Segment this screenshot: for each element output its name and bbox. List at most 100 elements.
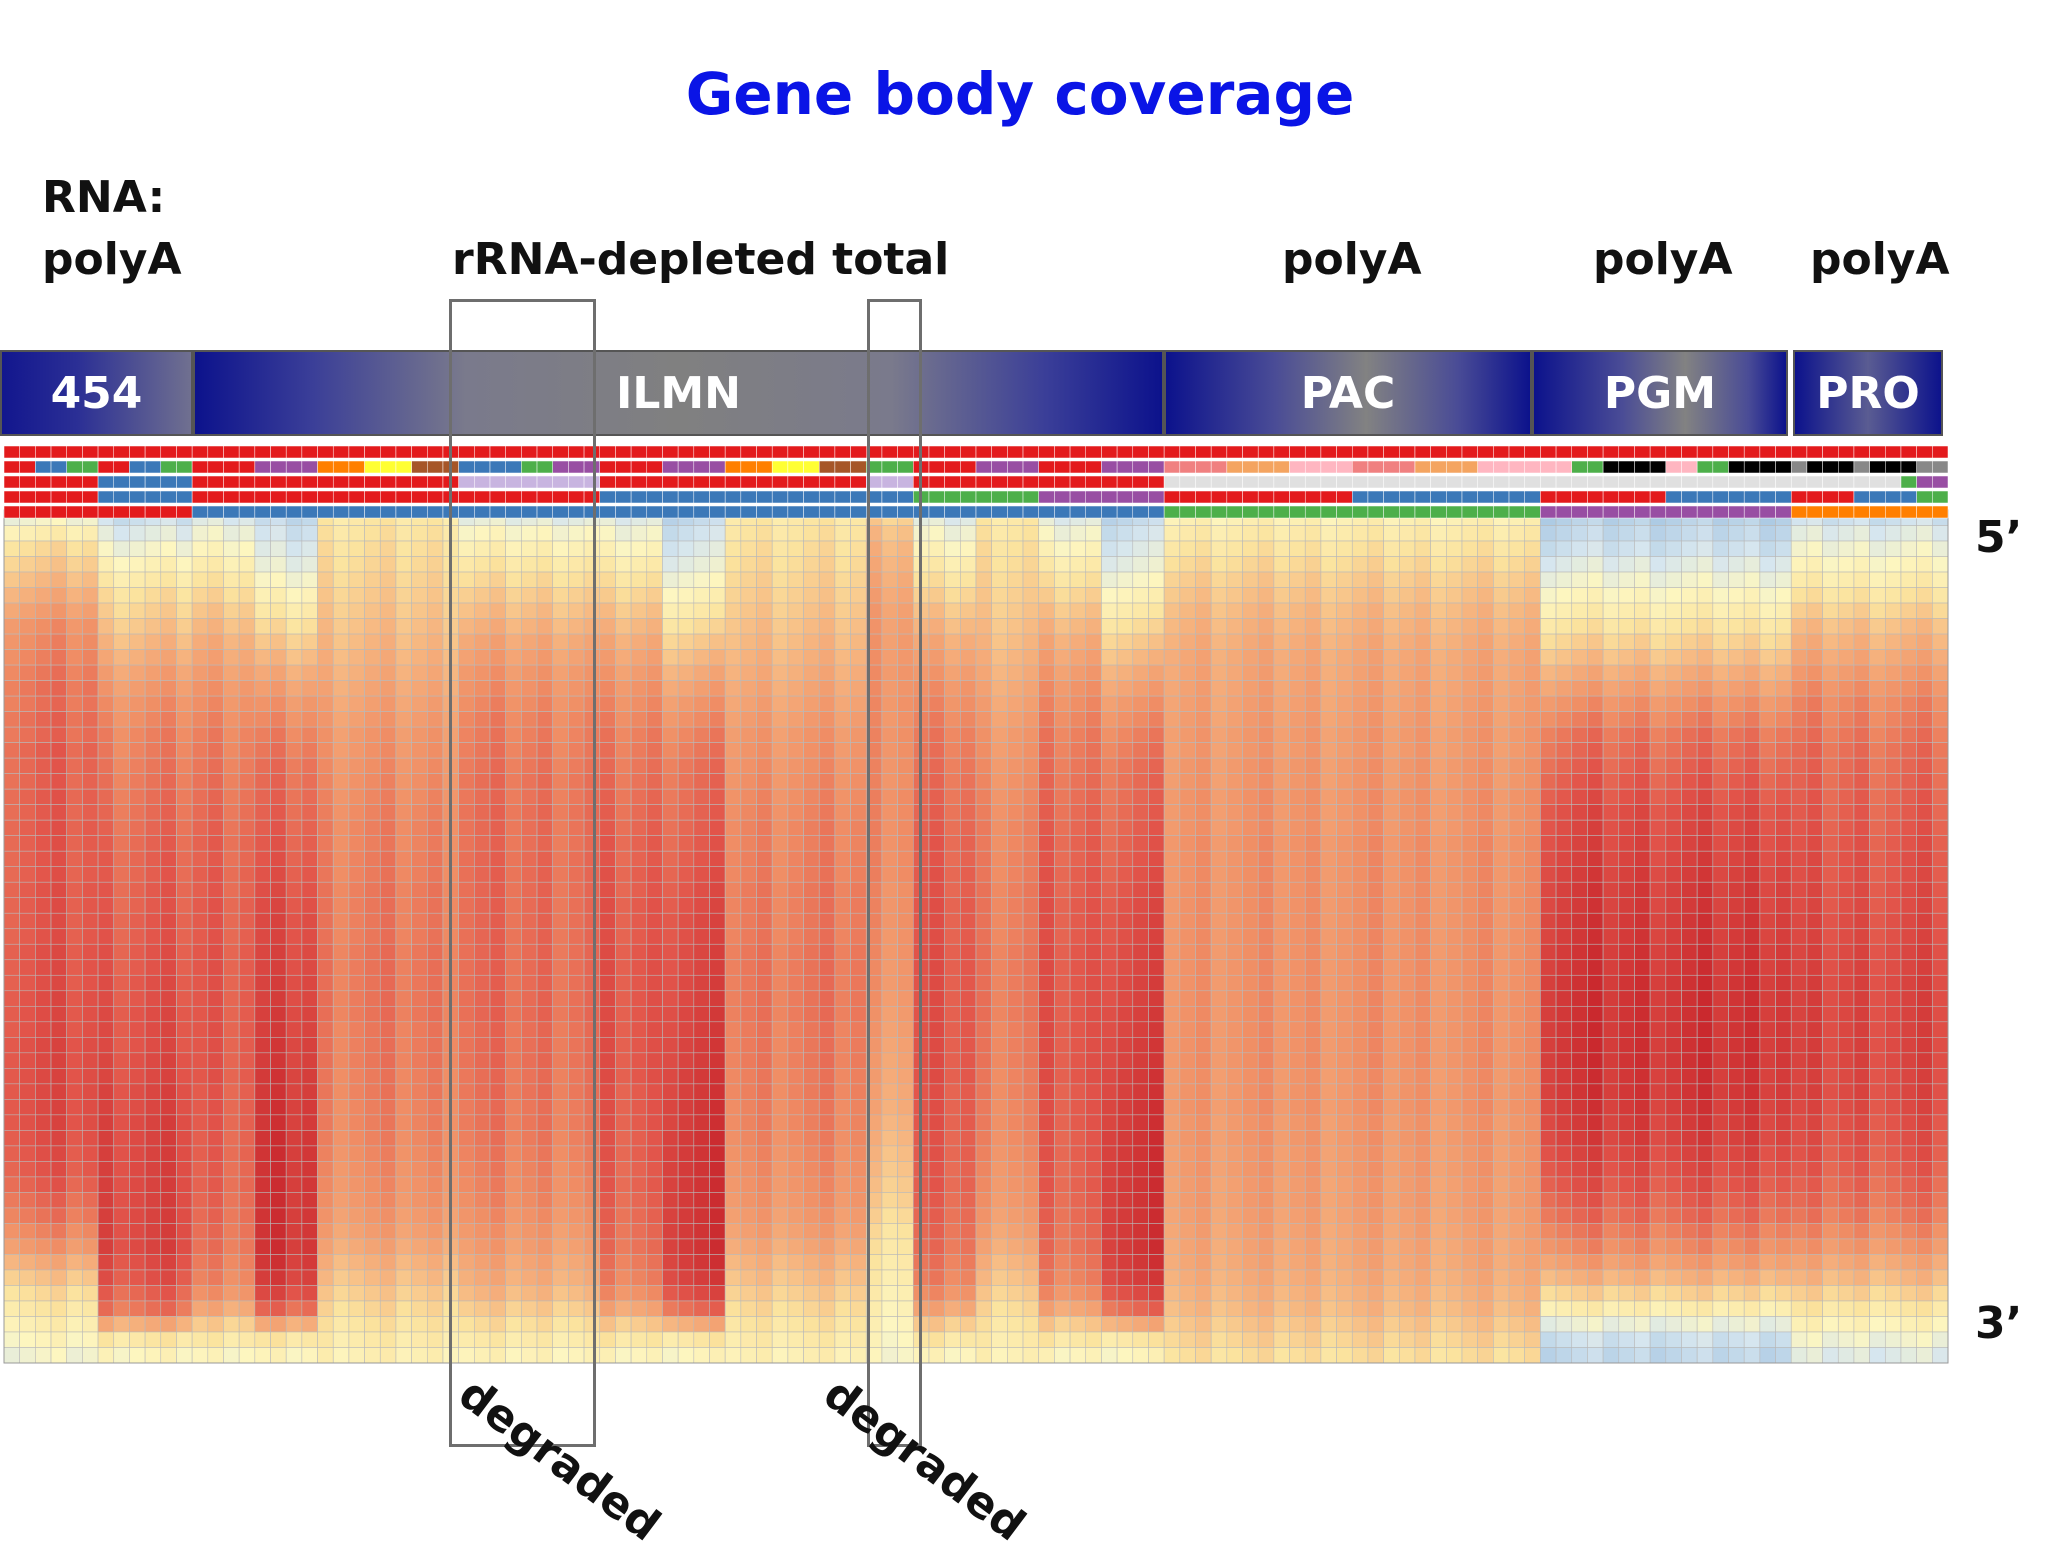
heatmap-cell [207, 587, 224, 604]
heatmap-cell [960, 1269, 977, 1286]
heatmap-cell [1007, 726, 1024, 743]
heatmap-cell [317, 726, 334, 743]
heatmap-cell [1163, 1254, 1181, 1271]
heatmap-cell [803, 1176, 820, 1193]
heatmap-cell [724, 804, 742, 821]
heatmap-cell [285, 664, 303, 681]
heatmap-cell [850, 990, 867, 1007]
heatmap-cell [207, 928, 224, 945]
heatmap-cell [818, 788, 836, 805]
heatmap-cell [129, 726, 146, 743]
heatmap-cell [1289, 1083, 1306, 1100]
heatmap-cell [129, 742, 146, 759]
heatmap-cell [332, 773, 350, 790]
heatmap-cell [1069, 757, 1087, 774]
heatmap-cell [270, 866, 287, 883]
heatmap-cell [411, 618, 428, 635]
heatmap-cell [756, 788, 773, 805]
heatmap-cell [850, 1285, 867, 1302]
heatmap-cell [223, 959, 240, 976]
heatmap-cell [332, 1223, 350, 1240]
heatmap-cell [1210, 1176, 1228, 1193]
heatmap-cell [1242, 773, 1259, 790]
heatmap-cell [771, 633, 789, 650]
heatmap-cell [160, 1068, 177, 1085]
heatmap-cell [850, 1099, 867, 1116]
heatmap-cell [662, 1130, 679, 1147]
heatmap-cell [254, 1114, 271, 1131]
heatmap-cell [818, 1145, 836, 1162]
heatmap-cell [207, 1176, 224, 1193]
platform-pac: PAC [1164, 350, 1532, 436]
heatmap-cell [332, 1099, 350, 1116]
heatmap-cell [1320, 897, 1337, 914]
heatmap-cell [928, 912, 945, 930]
heatmap-cell [1210, 525, 1228, 542]
heatmap-cell [50, 1052, 68, 1069]
heatmap-cell [677, 788, 695, 805]
heatmap-cell [1320, 881, 1337, 899]
heatmap-cell [599, 788, 616, 805]
heatmap-cell [1022, 1021, 1040, 1038]
heatmap-cell [348, 990, 365, 1007]
heatmap-cell [82, 974, 99, 992]
heatmap-cell [1195, 1331, 1212, 1348]
heatmap-cell [850, 1130, 867, 1147]
heatmap-cell [693, 618, 710, 635]
heatmap-cell [1367, 1285, 1384, 1302]
heatmap-cell [756, 1083, 773, 1100]
heatmap-cell [1273, 959, 1290, 976]
heatmap-cell [426, 618, 444, 635]
heatmap-cell [426, 649, 444, 666]
heatmap-cell [991, 1145, 1008, 1162]
heatmap-cell [1257, 819, 1275, 836]
heatmap-cell [50, 959, 68, 976]
heatmap-cell [975, 943, 992, 961]
heatmap-cell [97, 726, 115, 743]
heatmap-cell [35, 726, 52, 743]
heatmap-cell [97, 850, 115, 868]
heatmap-cell [113, 695, 130, 712]
heatmap-cell [50, 866, 68, 883]
heatmap-cell [348, 1021, 365, 1038]
heatmap-cell [223, 1176, 240, 1193]
heatmap-cell [379, 1083, 397, 1100]
heatmap-cell [82, 1114, 99, 1131]
heatmap-cell [1116, 1300, 1134, 1317]
heatmap-cell [834, 1207, 851, 1224]
heatmap-cell [144, 1005, 162, 1023]
heatmap-cell [1273, 587, 1290, 604]
heatmap-cell [1132, 1285, 1149, 1302]
heatmap-cell [411, 1037, 428, 1054]
heatmap-cell [160, 1285, 177, 1302]
heatmap-cell [238, 912, 256, 930]
heatmap-cell [50, 680, 68, 697]
heatmap-cell [787, 1052, 804, 1069]
heatmap-cell [1038, 618, 1055, 635]
heatmap-cell [3, 618, 20, 635]
heatmap-cell [1351, 587, 1369, 604]
heatmap-cell [97, 1037, 115, 1054]
heatmap-cell [301, 943, 318, 961]
heatmap-cell [379, 850, 397, 868]
heatmap-cell [1069, 1176, 1087, 1193]
heatmap-cell [599, 866, 616, 883]
heatmap-cell [1273, 1021, 1290, 1038]
heatmap-cell [960, 943, 977, 961]
heatmap-cell [1007, 1037, 1024, 1054]
heatmap-cell [223, 1021, 240, 1038]
heatmap-cell [379, 680, 397, 697]
heatmap-cell [1304, 633, 1322, 650]
heatmap-cell [818, 1176, 836, 1193]
heatmap-cell [1351, 1068, 1369, 1085]
heatmap-cell [1085, 1331, 1102, 1348]
heatmap-cell [1273, 1005, 1290, 1023]
heatmap-cell [411, 1083, 428, 1100]
heatmap-cell [317, 897, 334, 914]
heatmap-cell [599, 1037, 616, 1054]
heatmap-cell [1242, 1161, 1259, 1178]
heatmap-cell [285, 1021, 303, 1038]
heatmap-cell [834, 1068, 851, 1085]
heatmap-cell [709, 618, 726, 635]
heatmap-cell [693, 835, 710, 852]
